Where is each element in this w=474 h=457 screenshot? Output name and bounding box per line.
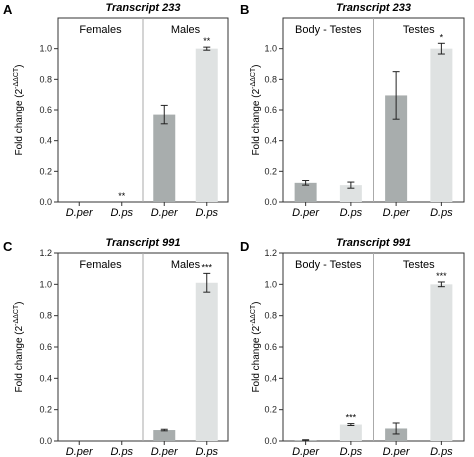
x-tick-label: D.per — [383, 207, 411, 219]
x-tick-label: D.ps — [195, 446, 218, 457]
panel-letter: B — [240, 2, 249, 17]
y-axis-label-close: ) — [251, 64, 262, 67]
y-tick-label: 0.8 — [264, 311, 277, 321]
panel-title: Transcript 233 — [105, 2, 180, 14]
panel-d: D Transcript 991 0.0 0.2 0.4 0.6 0.8 1.0 1.2 Fold… — [240, 237, 465, 457]
y-tick-label: 0.8 — [39, 74, 52, 84]
bar — [339, 185, 362, 202]
y-axis-label-superscript: -ΔΔCT — [13, 67, 20, 89]
y-tick-label: 0.0 — [264, 197, 277, 207]
y-tick-label: 1.0 — [39, 279, 52, 289]
y-tick-label: 0.8 — [39, 311, 52, 321]
panel-letter: A — [3, 2, 13, 17]
x-tick-label: D.ps — [340, 207, 363, 219]
significance-marker: ** — [118, 191, 126, 201]
significance-marker: *** — [436, 271, 447, 281]
y-tick-label: 1.0 — [39, 44, 52, 54]
bar — [195, 48, 218, 202]
y-tick-label: 0.0 — [39, 197, 52, 207]
bar — [195, 282, 218, 441]
y-tick-label: 1.0 — [264, 279, 277, 289]
y-tick-label: 0.4 — [39, 136, 52, 146]
panel-title: Transcript 233 — [336, 2, 411, 14]
y-axis-label-close: ) — [14, 64, 25, 67]
y-axis-label-close: ) — [14, 301, 25, 304]
group-label: Testes — [403, 259, 435, 271]
y-tick-label: 0.6 — [264, 105, 277, 115]
x-tick-label: D.per — [151, 446, 179, 457]
y-axis-label-main: Fold change (2 — [14, 325, 25, 392]
panel-title: Transcript 991 — [336, 237, 411, 249]
x-tick-label: D.ps — [110, 207, 133, 219]
y-tick-label: 0.6 — [39, 105, 52, 115]
group-label: Males — [171, 24, 201, 36]
x-tick-label: D.ps — [195, 207, 218, 219]
x-tick-label: D.ps — [340, 446, 363, 457]
group-label: Females — [79, 259, 122, 271]
bar — [339, 424, 362, 441]
bar — [430, 284, 453, 441]
y-axis-label-superscript: -ΔΔCT — [250, 67, 257, 89]
bar — [294, 182, 317, 202]
y-axis-label-main: Fold change (2 — [14, 88, 25, 155]
group-label: Males — [171, 259, 201, 271]
x-tick-label: D.per — [292, 446, 320, 457]
y-tick-label: 0.8 — [264, 74, 277, 84]
y-tick-label: 0.6 — [264, 342, 277, 352]
y-tick-label: 0.2 — [264, 166, 277, 176]
significance-marker: *** — [346, 413, 357, 423]
y-tick-label: 0.4 — [39, 373, 52, 383]
y-tick-label: 0.2 — [264, 405, 277, 415]
panel-c: C Transcript 991 0.0 0.2 0.4 0.6 0.8 1.0 1.2 Fold… — [3, 237, 229, 457]
y-tick-label: 0.2 — [39, 405, 52, 415]
y-tick-label: 0.0 — [39, 436, 52, 446]
bar — [385, 95, 408, 202]
y-tick-label: 0.4 — [264, 136, 277, 146]
panel-letter: D — [240, 239, 249, 254]
group-label: Females — [79, 24, 122, 36]
x-tick-label: D.per — [66, 207, 94, 219]
panel-a: A Transcript 233 0.0 0.2 0.4 0.6 0.8 1.0 Fold ch… — [3, 2, 229, 219]
bar — [385, 428, 408, 441]
y-axis-label: Fold change (2-ΔΔCT) — [13, 64, 25, 155]
y-tick-label: 0.4 — [264, 373, 277, 383]
panel-title: Transcript 991 — [105, 237, 180, 249]
y-tick-label: 0.0 — [264, 436, 277, 446]
bar — [153, 430, 176, 441]
x-tick-label: D.ps — [430, 446, 453, 457]
y-axis-label-superscript: -ΔΔCT — [13, 304, 20, 326]
group-label: Testes — [403, 24, 435, 36]
x-tick-label: D.per — [292, 207, 320, 219]
x-tick-label: D.ps — [110, 446, 133, 457]
panel-letter: C — [3, 239, 13, 254]
y-tick-label: 0.2 — [39, 166, 52, 176]
bar — [430, 48, 453, 202]
y-axis-label-close: ) — [251, 301, 262, 304]
significance-marker: ** — [203, 36, 211, 46]
y-tick-label: 0.6 — [39, 342, 52, 352]
y-axis-label: Fold change (2-ΔΔCT) — [250, 64, 262, 155]
x-tick-label: D.ps — [430, 207, 453, 219]
x-tick-label: D.per — [151, 207, 179, 219]
y-axis-label-main: Fold change (2 — [251, 88, 262, 155]
y-axis-label: Fold change (2-ΔΔCT) — [13, 301, 25, 392]
y-tick-label: 1.2 — [39, 248, 52, 258]
group-label: Body - Testes — [295, 24, 362, 36]
y-tick-label: 1.0 — [264, 44, 277, 54]
x-tick-label: D.per — [66, 446, 94, 457]
group-label: Body - Testes — [295, 259, 362, 271]
bar — [153, 114, 176, 202]
significance-marker: *** — [201, 262, 212, 272]
y-axis-label: Fold change (2-ΔΔCT) — [250, 301, 262, 392]
x-tick-label: D.per — [383, 446, 411, 457]
y-axis-label-superscript: -ΔΔCT — [250, 304, 257, 326]
y-axis-label-main: Fold change (2 — [251, 325, 262, 392]
significance-marker: * — [440, 32, 444, 42]
y-tick-label: 1.2 — [264, 248, 277, 258]
